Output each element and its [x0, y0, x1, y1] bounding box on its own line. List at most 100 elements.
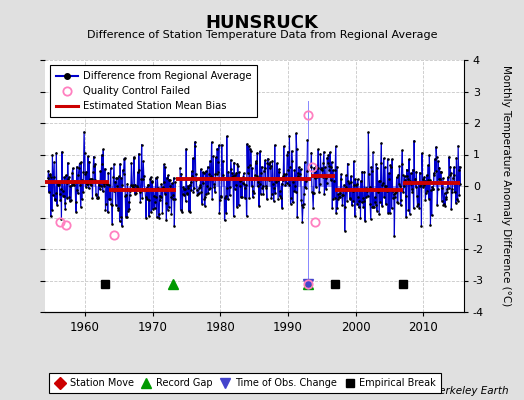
- Point: [142, 215, 150, 221]
- Point: [260, 167, 268, 174]
- Point: [418, 176, 427, 182]
- Point: [349, 198, 357, 204]
- Point: [387, 164, 395, 171]
- Point: [452, 200, 460, 206]
- Point: [104, 209, 112, 216]
- Point: [256, 148, 264, 154]
- Point: [248, 165, 256, 172]
- Point: [377, 160, 385, 166]
- Point: [215, 210, 224, 216]
- Point: [91, 176, 99, 183]
- Point: [224, 168, 233, 175]
- Point: [118, 182, 127, 188]
- Point: [67, 197, 75, 203]
- Point: [204, 190, 212, 196]
- Point: [226, 157, 235, 163]
- Point: [386, 210, 394, 216]
- Point: [367, 164, 375, 170]
- Point: [401, 177, 409, 183]
- Point: [229, 173, 237, 179]
- Point: [322, 186, 330, 192]
- Point: [245, 143, 253, 149]
- Point: [352, 182, 360, 188]
- Point: [187, 186, 195, 193]
- Point: [107, 202, 116, 208]
- Point: [329, 196, 337, 202]
- Point: [446, 170, 455, 176]
- Point: [352, 181, 361, 188]
- Point: [358, 195, 367, 202]
- Point: [190, 185, 198, 191]
- Point: [166, 183, 174, 189]
- Point: [104, 169, 113, 176]
- Point: [203, 183, 211, 189]
- Point: [237, 194, 245, 200]
- Point: [243, 141, 252, 147]
- Point: [107, 201, 115, 208]
- Point: [60, 174, 69, 180]
- Point: [263, 159, 271, 166]
- Point: [77, 159, 85, 165]
- Point: [149, 206, 157, 212]
- Point: [346, 196, 355, 202]
- Point: [186, 209, 194, 215]
- Point: [347, 173, 355, 179]
- Point: [222, 210, 231, 216]
- Point: [179, 184, 188, 190]
- Point: [318, 166, 326, 173]
- Point: [138, 195, 146, 201]
- Point: [414, 201, 422, 207]
- Point: [325, 163, 333, 169]
- Point: [271, 178, 280, 185]
- Point: [308, 189, 316, 195]
- Point: [409, 205, 418, 212]
- Point: [265, 160, 274, 167]
- Point: [449, 175, 457, 181]
- Point: [233, 204, 241, 210]
- Point: [54, 182, 63, 188]
- Point: [50, 197, 59, 204]
- Point: [111, 188, 119, 194]
- Point: [92, 191, 101, 198]
- Point: [182, 146, 190, 152]
- Point: [195, 185, 203, 191]
- Point: [328, 204, 336, 211]
- Point: [159, 184, 167, 190]
- Point: [402, 166, 411, 173]
- Point: [372, 202, 380, 208]
- Point: [412, 168, 421, 175]
- Point: [269, 180, 277, 187]
- Point: [220, 175, 228, 182]
- Point: [307, 150, 315, 156]
- Point: [56, 191, 64, 198]
- Point: [416, 183, 424, 189]
- Point: [129, 154, 138, 160]
- Point: [324, 160, 332, 166]
- Point: [87, 176, 95, 182]
- Point: [181, 186, 189, 192]
- Point: [76, 182, 84, 188]
- Point: [269, 198, 278, 204]
- Point: [355, 198, 364, 204]
- Point: [202, 190, 211, 197]
- Point: [324, 152, 333, 158]
- Point: [314, 146, 322, 153]
- Point: [124, 207, 132, 214]
- Point: [421, 196, 430, 203]
- Point: [411, 176, 419, 182]
- Point: [252, 158, 260, 164]
- Point: [201, 194, 210, 200]
- Point: [78, 196, 86, 202]
- Point: [209, 175, 217, 182]
- Point: [148, 178, 157, 184]
- Point: [255, 203, 263, 209]
- Point: [376, 178, 384, 184]
- Point: [246, 162, 254, 168]
- Point: [432, 153, 441, 160]
- Point: [242, 182, 250, 188]
- Point: [264, 177, 272, 183]
- Point: [141, 187, 149, 194]
- Point: [188, 168, 196, 174]
- Point: [311, 167, 320, 174]
- Point: [45, 168, 53, 174]
